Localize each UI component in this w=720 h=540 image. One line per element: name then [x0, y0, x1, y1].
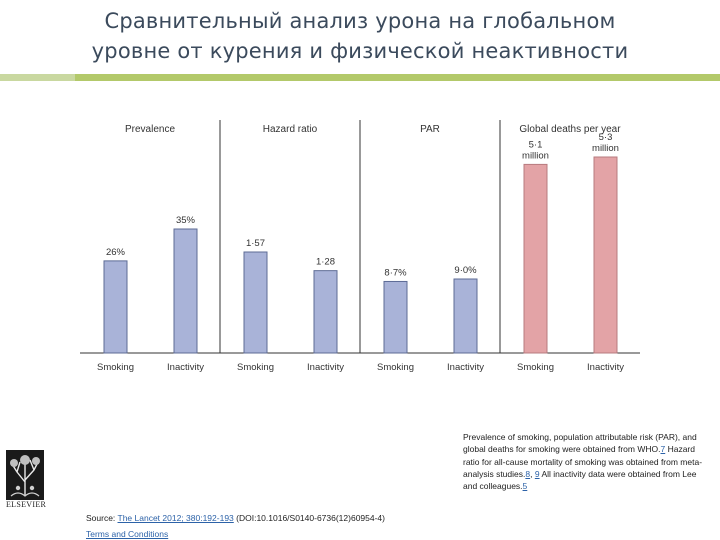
data-label: 9·0% — [454, 265, 477, 276]
source-prefix: Source: — [86, 513, 118, 523]
figure-caption: Prevalence of smoking, population attrib… — [463, 431, 708, 492]
bar — [173, 228, 198, 354]
chart: Prevalence 26% Smoking 35% Inactivity Hazard … — [80, 120, 640, 373]
bar — [103, 260, 128, 354]
elsevier-tree-icon — [6, 450, 44, 500]
panel-title: PAR — [420, 124, 440, 135]
data-label: 5·1 — [529, 139, 543, 150]
panel-title: Global deaths per year — [519, 124, 621, 135]
slide-title-line-1: Сравнительный анализ урона на глобальном — [104, 9, 616, 33]
bar — [383, 280, 408, 354]
reference-link-7[interactable]: 7 — [660, 444, 666, 455]
elsevier-logo-icon — [6, 450, 44, 506]
category-tick-label: Smoking — [237, 362, 274, 373]
panel-title: Prevalence — [125, 124, 175, 135]
reference-link-8[interactable]: 8 — [525, 468, 531, 479]
data-label: million — [592, 143, 619, 154]
bar — [523, 163, 548, 354]
bar — [243, 251, 268, 354]
category-tick-label: Inactivity — [587, 362, 624, 373]
bar — [313, 270, 338, 354]
caption-text-4: All inactivity data were obtained from L… — [463, 468, 697, 492]
slide-title-line-2: уровне от курения и физической неактивно… — [91, 39, 629, 63]
caption-text-3: , — [530, 468, 535, 479]
source-doi: (DOI:10.1016/S0140-6736(12)60954-4) — [233, 513, 385, 523]
category-tick-label: Inactivity — [167, 362, 204, 373]
bar — [453, 278, 478, 354]
elsevier-wordmark: ELSEVIER — [6, 500, 47, 509]
title-rule — [75, 74, 720, 81]
bar — [593, 156, 618, 354]
reference-link-5[interactable]: 5 — [522, 481, 528, 492]
data-label: 26% — [106, 247, 126, 258]
category-tick-label: Smoking — [517, 362, 554, 373]
slide-title: Сравнительный анализ урона на глобальном… — [0, 6, 720, 66]
title-rule-left — [0, 74, 75, 81]
data-label: 8·7% — [384, 267, 407, 278]
data-label: 1·28 — [316, 257, 335, 268]
category-tick-label: Inactivity — [307, 362, 344, 373]
caption-text-2: Hazard ratio for all-cause mortality of … — [463, 444, 703, 479]
source-journal-link[interactable]: The Lancet 2012; 380:192-193 — [117, 513, 234, 523]
caption-text-1: Prevalence of smoking, population attrib… — [463, 432, 697, 455]
panel-title: Hazard ratio — [263, 124, 318, 135]
data-label: 1·57 — [246, 238, 265, 249]
source-line: Source: The Lancet 2012; 380:192-193 (DO… — [86, 513, 385, 523]
category-tick-label: Inactivity — [447, 362, 484, 373]
data-label: million — [522, 150, 549, 161]
terms-and-conditions-link[interactable]: Terms and Conditions — [86, 529, 169, 539]
category-tick-label: Smoking — [97, 362, 134, 373]
data-label: 5·3 — [599, 132, 613, 143]
data-label: 35% — [176, 215, 196, 226]
category-tick-label: Smoking — [377, 362, 414, 373]
reference-link-9[interactable]: 9 — [534, 468, 540, 479]
